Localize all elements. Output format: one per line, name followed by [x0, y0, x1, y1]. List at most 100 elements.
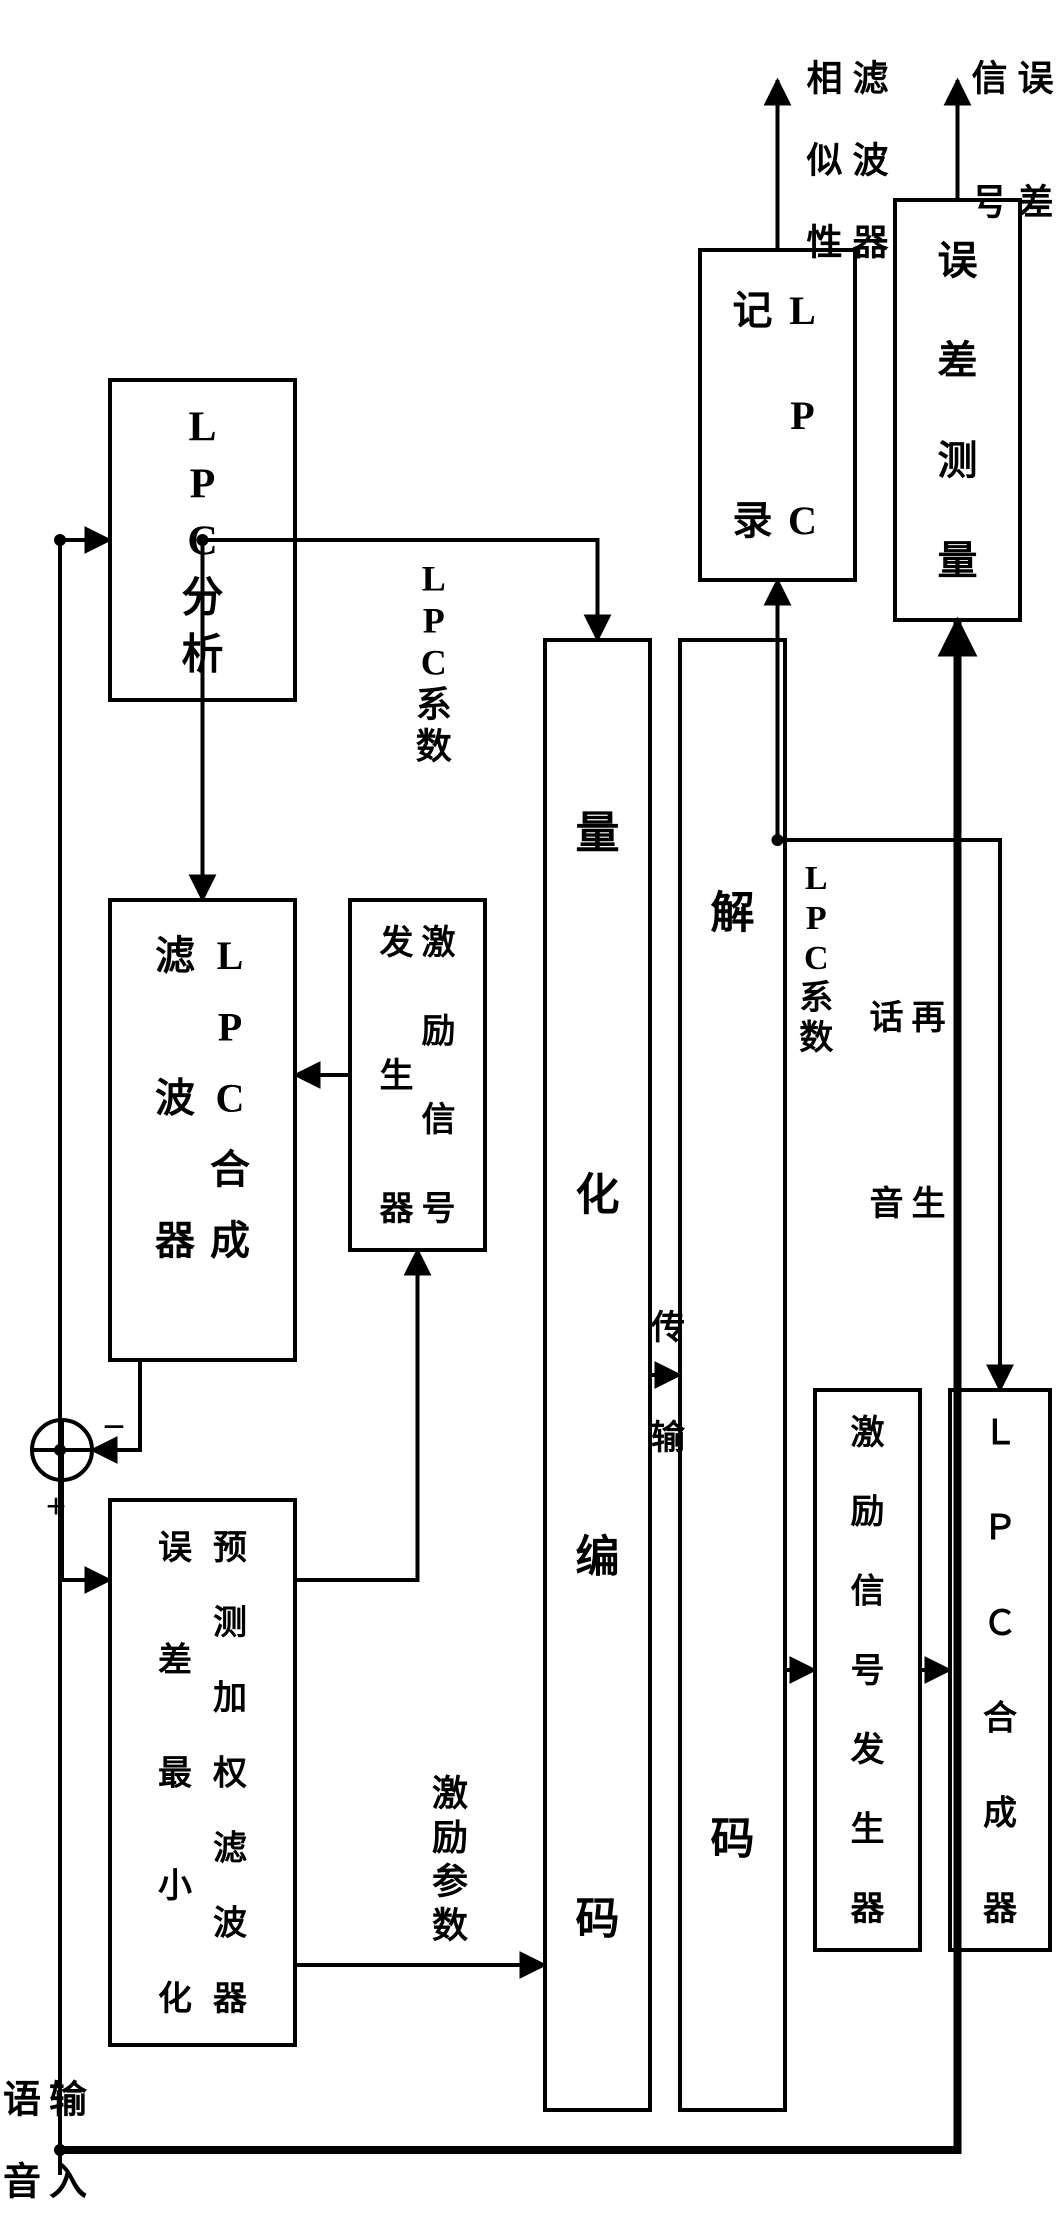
- input-label-col1: 语音: [3, 2079, 41, 2203]
- filter-similarity-label-col0: 滤波器: [852, 59, 889, 263]
- svg-text:成: 成: [210, 1218, 250, 1263]
- svg-text:励: 励: [422, 1013, 456, 1051]
- svg-text:音: 音: [3, 2161, 41, 2203]
- svg-text:器: 器: [213, 1981, 248, 2018]
- svg-text:输: 输: [49, 2079, 88, 2121]
- svg-text:相: 相: [806, 59, 842, 99]
- svg-text:发: 发: [851, 1731, 885, 1769]
- svg-text:系: 系: [416, 685, 452, 725]
- svg-text:差: 差: [1017, 183, 1053, 223]
- svg-text:P: P: [423, 601, 445, 641]
- svg-text:C: C: [216, 1076, 245, 1121]
- svg-text:激: 激: [851, 1414, 885, 1452]
- svg-text:号: 号: [971, 183, 1007, 223]
- svg-text:器: 器: [983, 1891, 1018, 1928]
- svg-text:信: 信: [851, 1573, 885, 1611]
- svg-text:励: 励: [851, 1493, 885, 1531]
- svg-text:解: 解: [711, 888, 755, 937]
- wf-to-exc1: [295, 1250, 418, 1580]
- svg-text:传: 传: [650, 1309, 685, 1347]
- lpc-record-box: [700, 250, 855, 580]
- svg-text:权: 权: [212, 1754, 247, 1792]
- weighted-filter-box: [110, 1500, 295, 2045]
- excitation-params-label: 激励参数: [432, 1774, 468, 1946]
- svg-text:P: P: [806, 900, 827, 937]
- svg-text:记: 记: [733, 288, 773, 333]
- svg-text:器: 器: [852, 223, 889, 263]
- svg-text:L: L: [422, 559, 446, 599]
- svg-text:加: 加: [213, 1679, 247, 1717]
- svg-text:量: 量: [576, 808, 620, 857]
- svg-text:P: P: [790, 393, 814, 438]
- svg-text:C: C: [804, 940, 829, 977]
- svg-text:Ｐ: Ｐ: [983, 1510, 1017, 1547]
- svg-text:音: 音: [870, 1185, 904, 1223]
- svg-text:波: 波: [852, 141, 888, 181]
- svg-text:器: 器: [155, 1218, 196, 1263]
- svg-text:码: 码: [711, 1814, 755, 1863]
- svg-text:话: 话: [870, 999, 904, 1037]
- svg-text:信: 信: [971, 59, 1007, 99]
- svg-text:生: 生: [851, 1811, 885, 1849]
- regen-speech-label-col0: 再生: [912, 1000, 946, 1223]
- svg-text:数: 数: [416, 727, 452, 767]
- svg-text:波: 波: [213, 1905, 247, 1943]
- svg-text:P: P: [190, 462, 216, 508]
- svg-text:L: L: [188, 405, 216, 451]
- svg-text:化: 化: [576, 1170, 620, 1219]
- svg-text:似: 似: [805, 141, 842, 181]
- lpc-coeff-left-label: LPC系数: [416, 559, 452, 767]
- minus-sign: −: [103, 1404, 126, 1449]
- svg-text:测: 测: [213, 1604, 247, 1642]
- svg-text:录: 录: [733, 498, 773, 543]
- svg-text:滤: 滤: [213, 1830, 247, 1868]
- svg-text:编: 编: [576, 1532, 620, 1581]
- lpc-synth-filter-box: [110, 900, 295, 1360]
- svg-text:误: 误: [1017, 59, 1053, 99]
- filter-similarity-label-col1: 相似性: [805, 59, 842, 263]
- svg-text:码: 码: [576, 1894, 620, 1943]
- svg-text:再: 再: [912, 1000, 946, 1037]
- svg-text:励: 励: [432, 1818, 468, 1858]
- svg-text:输: 输: [651, 1419, 686, 1457]
- svg-text:C: C: [788, 498, 817, 543]
- error-signal-output-label-col0: 误差: [1017, 59, 1053, 223]
- svg-text:激: 激: [422, 924, 456, 962]
- sum-to-wf: [62, 1480, 110, 1580]
- svg-text:滤: 滤: [155, 933, 195, 978]
- svg-text:误: 误: [158, 1530, 192, 1567]
- svg-text:信: 信: [422, 1101, 456, 1139]
- lpc-synth2-box: [950, 1390, 1050, 1950]
- svg-text:差: 差: [938, 338, 978, 383]
- svg-text:滤: 滤: [852, 59, 888, 99]
- svg-text:化: 化: [158, 1980, 192, 2018]
- svg-text:性: 性: [806, 223, 842, 263]
- svg-text:最: 最: [158, 1755, 192, 1792]
- svg-text:号: 号: [851, 1653, 885, 1690]
- svg-text:器: 器: [380, 1191, 415, 1228]
- input-label-col0: 输入: [49, 2079, 88, 2203]
- svg-text:Ｃ: Ｃ: [983, 1605, 1017, 1642]
- svg-text:C: C: [421, 643, 447, 683]
- svg-text:L: L: [217, 933, 244, 978]
- svg-text:L: L: [805, 860, 828, 897]
- svg-text:号: 号: [422, 1191, 456, 1228]
- svg-text:激: 激: [432, 1774, 468, 1814]
- svg-text:语: 语: [3, 2079, 41, 2121]
- svg-text:差: 差: [158, 1642, 192, 1680]
- error-signal-output-label-col1: 信号: [971, 59, 1007, 223]
- svg-text:小: 小: [158, 1867, 192, 1905]
- svg-text:数: 数: [432, 1906, 468, 1946]
- svg-text:数: 数: [799, 1019, 833, 1057]
- svg-text:波: 波: [155, 1076, 195, 1121]
- decode-box: [680, 640, 785, 2110]
- svg-text:入: 入: [49, 2161, 87, 2203]
- svg-text:生: 生: [912, 1185, 946, 1223]
- lpc-coeff-right-label: LPC系数: [799, 860, 833, 1057]
- regen-speech-label-col1: 话音: [870, 999, 904, 1223]
- svg-text:合: 合: [983, 1700, 1017, 1738]
- excite-gen1-box: [350, 900, 485, 1250]
- svg-text:L: L: [789, 288, 816, 333]
- svg-text:P: P: [218, 1004, 242, 1049]
- svg-text:预: 预: [213, 1530, 247, 1567]
